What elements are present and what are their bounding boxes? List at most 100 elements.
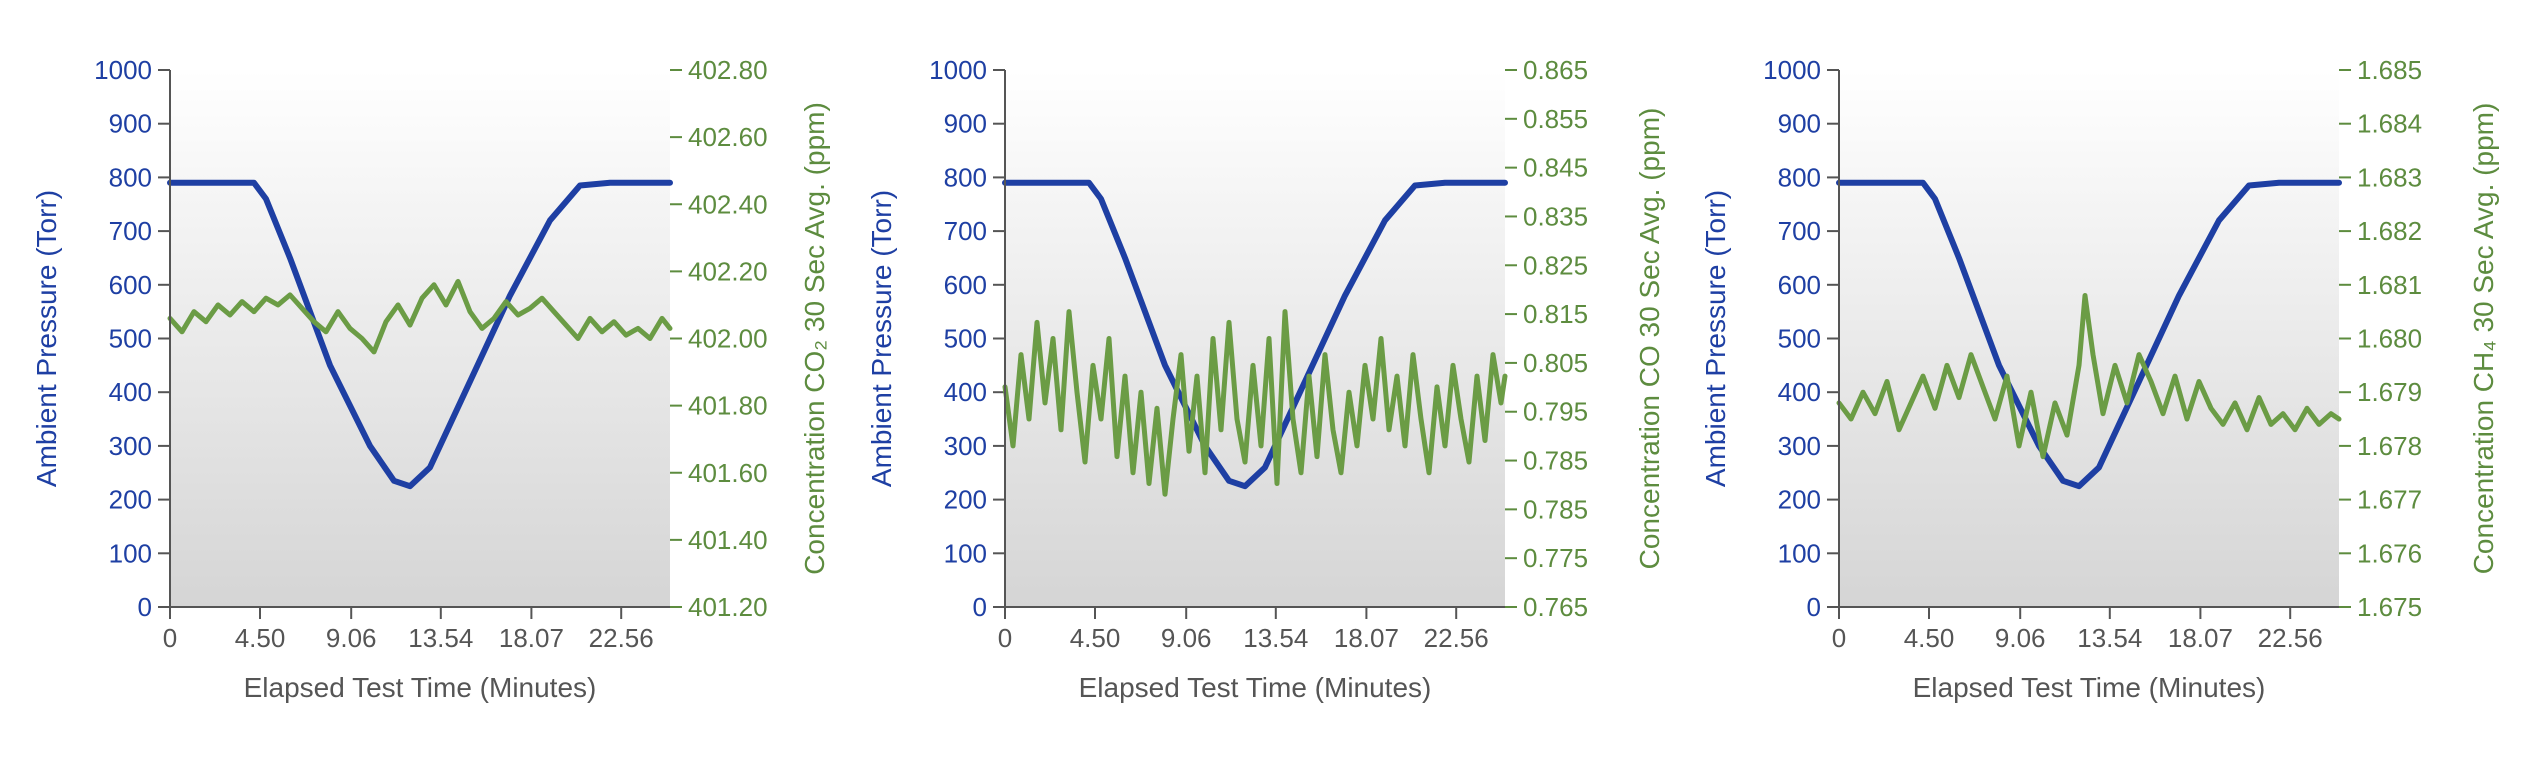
bottom-axis-ticks: 04.509.0613.5418.0722.56 [997, 607, 1488, 653]
right-tick-label: 1.681 [2357, 270, 2422, 300]
right-tick-label: 401.20 [688, 592, 768, 622]
right-tick-label: 0.785 [1523, 446, 1588, 476]
bottom-axis-ticks: 04.509.0613.5418.0722.56 [1832, 607, 2323, 653]
left-tick-label: 300 [943, 431, 986, 461]
right-tick-label: 402.20 [688, 256, 768, 286]
right-tick-label: 1.680 [2357, 324, 2422, 354]
right-axis-title: Concentration CH₄ 30 Sec Avg. (ppm) [2468, 103, 2499, 575]
right-tick-label: 401.80 [688, 391, 768, 421]
right-tick-label: 1.679 [2357, 377, 2422, 407]
right-tick-label: 0.795 [1523, 397, 1588, 427]
left-tick-label: 700 [109, 216, 152, 246]
right-tick-label: 1.684 [2357, 109, 2422, 139]
left-tick-label: 500 [109, 324, 152, 354]
bottom-tick-label: 13.54 [1243, 623, 1308, 653]
right-tick-label: 401.60 [688, 458, 768, 488]
right-tick-label: 401.40 [688, 525, 768, 555]
bottom-tick-label: 18.07 [2168, 623, 2233, 653]
right-tick-label: 1.682 [2357, 216, 2422, 246]
left-tick-label: 900 [1778, 109, 1821, 139]
right-tick-label: 1.683 [2357, 162, 2422, 192]
left-tick-label: 1000 [94, 55, 152, 85]
right-axis-title: Concentration CO₂ 30 Sec Avg. (ppm) [799, 102, 830, 575]
bottom-tick-label: 18.07 [499, 623, 564, 653]
left-axis-title: Ambient Pressure (Torr) [1700, 190, 1731, 487]
right-axis-ticks: 401.20 401.40 401.60 401.80 402.00 402.20 402.… [670, 55, 768, 622]
left-axis-title: Ambient Pressure (Torr) [866, 190, 897, 487]
bottom-tick-label: 22.56 [589, 623, 654, 653]
bottom-axis-title: Elapsed Test Time (Minutes) [1913, 672, 2266, 703]
bottom-tick-label: 9.06 [326, 623, 377, 653]
bottom-tick-label: 0 [997, 623, 1011, 653]
plot-background [1005, 70, 1505, 607]
left-axis-title: Ambient Pressure (Torr) [31, 190, 62, 487]
left-tick-label: 0 [972, 592, 986, 622]
left-tick-label: 800 [943, 162, 986, 192]
left-tick-label: 900 [109, 109, 152, 139]
left-tick-label: 500 [943, 324, 986, 354]
right-tick-label: 0.775 [1523, 543, 1588, 573]
left-tick-label: 600 [109, 270, 152, 300]
left-tick-label: 100 [1778, 538, 1821, 568]
right-tick-label: 402.60 [688, 122, 768, 152]
bottom-tick-label: 0 [1832, 623, 1846, 653]
left-tick-label: 100 [943, 538, 986, 568]
left-tick-label: 400 [109, 377, 152, 407]
bottom-tick-label: 4.50 [235, 623, 286, 653]
left-tick-label: 200 [943, 485, 986, 515]
left-tick-label: 200 [1778, 485, 1821, 515]
left-tick-label: 1000 [929, 55, 987, 85]
left-tick-label: 300 [1778, 431, 1821, 461]
right-tick-label: 0.785 [1523, 494, 1588, 524]
right-tick-label: 402.40 [688, 189, 768, 219]
right-tick-label: 0.855 [1523, 104, 1588, 134]
left-axis-ticks: 0 100 200 300 400 500 600 700 800 900 1000 [94, 55, 170, 622]
bottom-axis-title: Elapsed Test Time (Minutes) [244, 672, 597, 703]
left-tick-label: 800 [109, 162, 152, 192]
bottom-axis-title: Elapsed Test Time (Minutes) [1078, 672, 1431, 703]
right-tick-label: 0.825 [1523, 250, 1588, 280]
bottom-tick-label: 4.50 [1904, 623, 1955, 653]
right-tick-label: 0.765 [1523, 592, 1588, 622]
right-axis-ticks: 1.6751.6761.6771.6781.6791.6801.6811.682… [2339, 55, 2422, 622]
left-tick-label: 600 [1778, 270, 1821, 300]
right-tick-label: 0.805 [1523, 348, 1588, 378]
left-tick-label: 0 [1807, 592, 1821, 622]
left-tick-label: 300 [109, 431, 152, 461]
right-axis-title: Concentration CO 30 Sec Avg. (ppm) [1634, 108, 1665, 570]
right-tick-label: 0.815 [1523, 299, 1588, 329]
right-tick-label: 0.835 [1523, 201, 1588, 231]
left-tick-label: 1000 [1763, 55, 1821, 85]
bottom-tick-label: 13.54 [408, 623, 473, 653]
left-tick-label: 400 [943, 377, 986, 407]
left-tick-label: 700 [1778, 216, 1821, 246]
left-tick-label: 0 [138, 592, 152, 622]
right-tick-label: 402.80 [688, 55, 768, 85]
right-tick-label: 0.845 [1523, 153, 1588, 183]
left-axis-ticks: 0 100 200 300 400 500 600 700 800 900 1000 [1763, 55, 1839, 622]
left-tick-label: 400 [1778, 377, 1821, 407]
plot-background [170, 70, 670, 607]
bottom-axis-ticks: 0 4.50 9.06 13.54 18.07 22.56 [163, 607, 654, 653]
right-tick-label: 1.677 [2357, 485, 2422, 515]
bottom-tick-label: 22.56 [2258, 623, 2323, 653]
right-tick-label: 1.685 [2357, 55, 2422, 85]
left-tick-label: 700 [943, 216, 986, 246]
left-tick-label: 500 [1778, 324, 1821, 354]
left-tick-label: 800 [1778, 162, 1821, 192]
bottom-tick-label: 9.06 [1995, 623, 2046, 653]
right-tick-label: 0.865 [1523, 55, 1588, 85]
bottom-tick-label: 9.06 [1160, 623, 1211, 653]
bottom-tick-label: 0 [163, 623, 177, 653]
right-axis-ticks: 0.765 0.775 0.785 0.785 0.795 0.805 0.815 0.825… [1505, 55, 1588, 622]
chart-panel-co: 010020030040050060070080090010000.7650.7… [855, 20, 1675, 737]
left-axis-ticks: 0 100 200 300 400 500 600 700 800 900 1000 [929, 55, 1005, 622]
right-tick-label: 1.675 [2357, 592, 2422, 622]
left-tick-label: 200 [109, 485, 152, 515]
right-tick-label: 1.678 [2357, 431, 2422, 461]
left-tick-label: 600 [943, 270, 986, 300]
left-tick-label: 100 [109, 538, 152, 568]
chart-panel-co2: 01002003004005006007008009001000401.2040… [20, 20, 840, 737]
right-tick-label: 402.00 [688, 324, 768, 354]
left-tick-label: 900 [943, 109, 986, 139]
